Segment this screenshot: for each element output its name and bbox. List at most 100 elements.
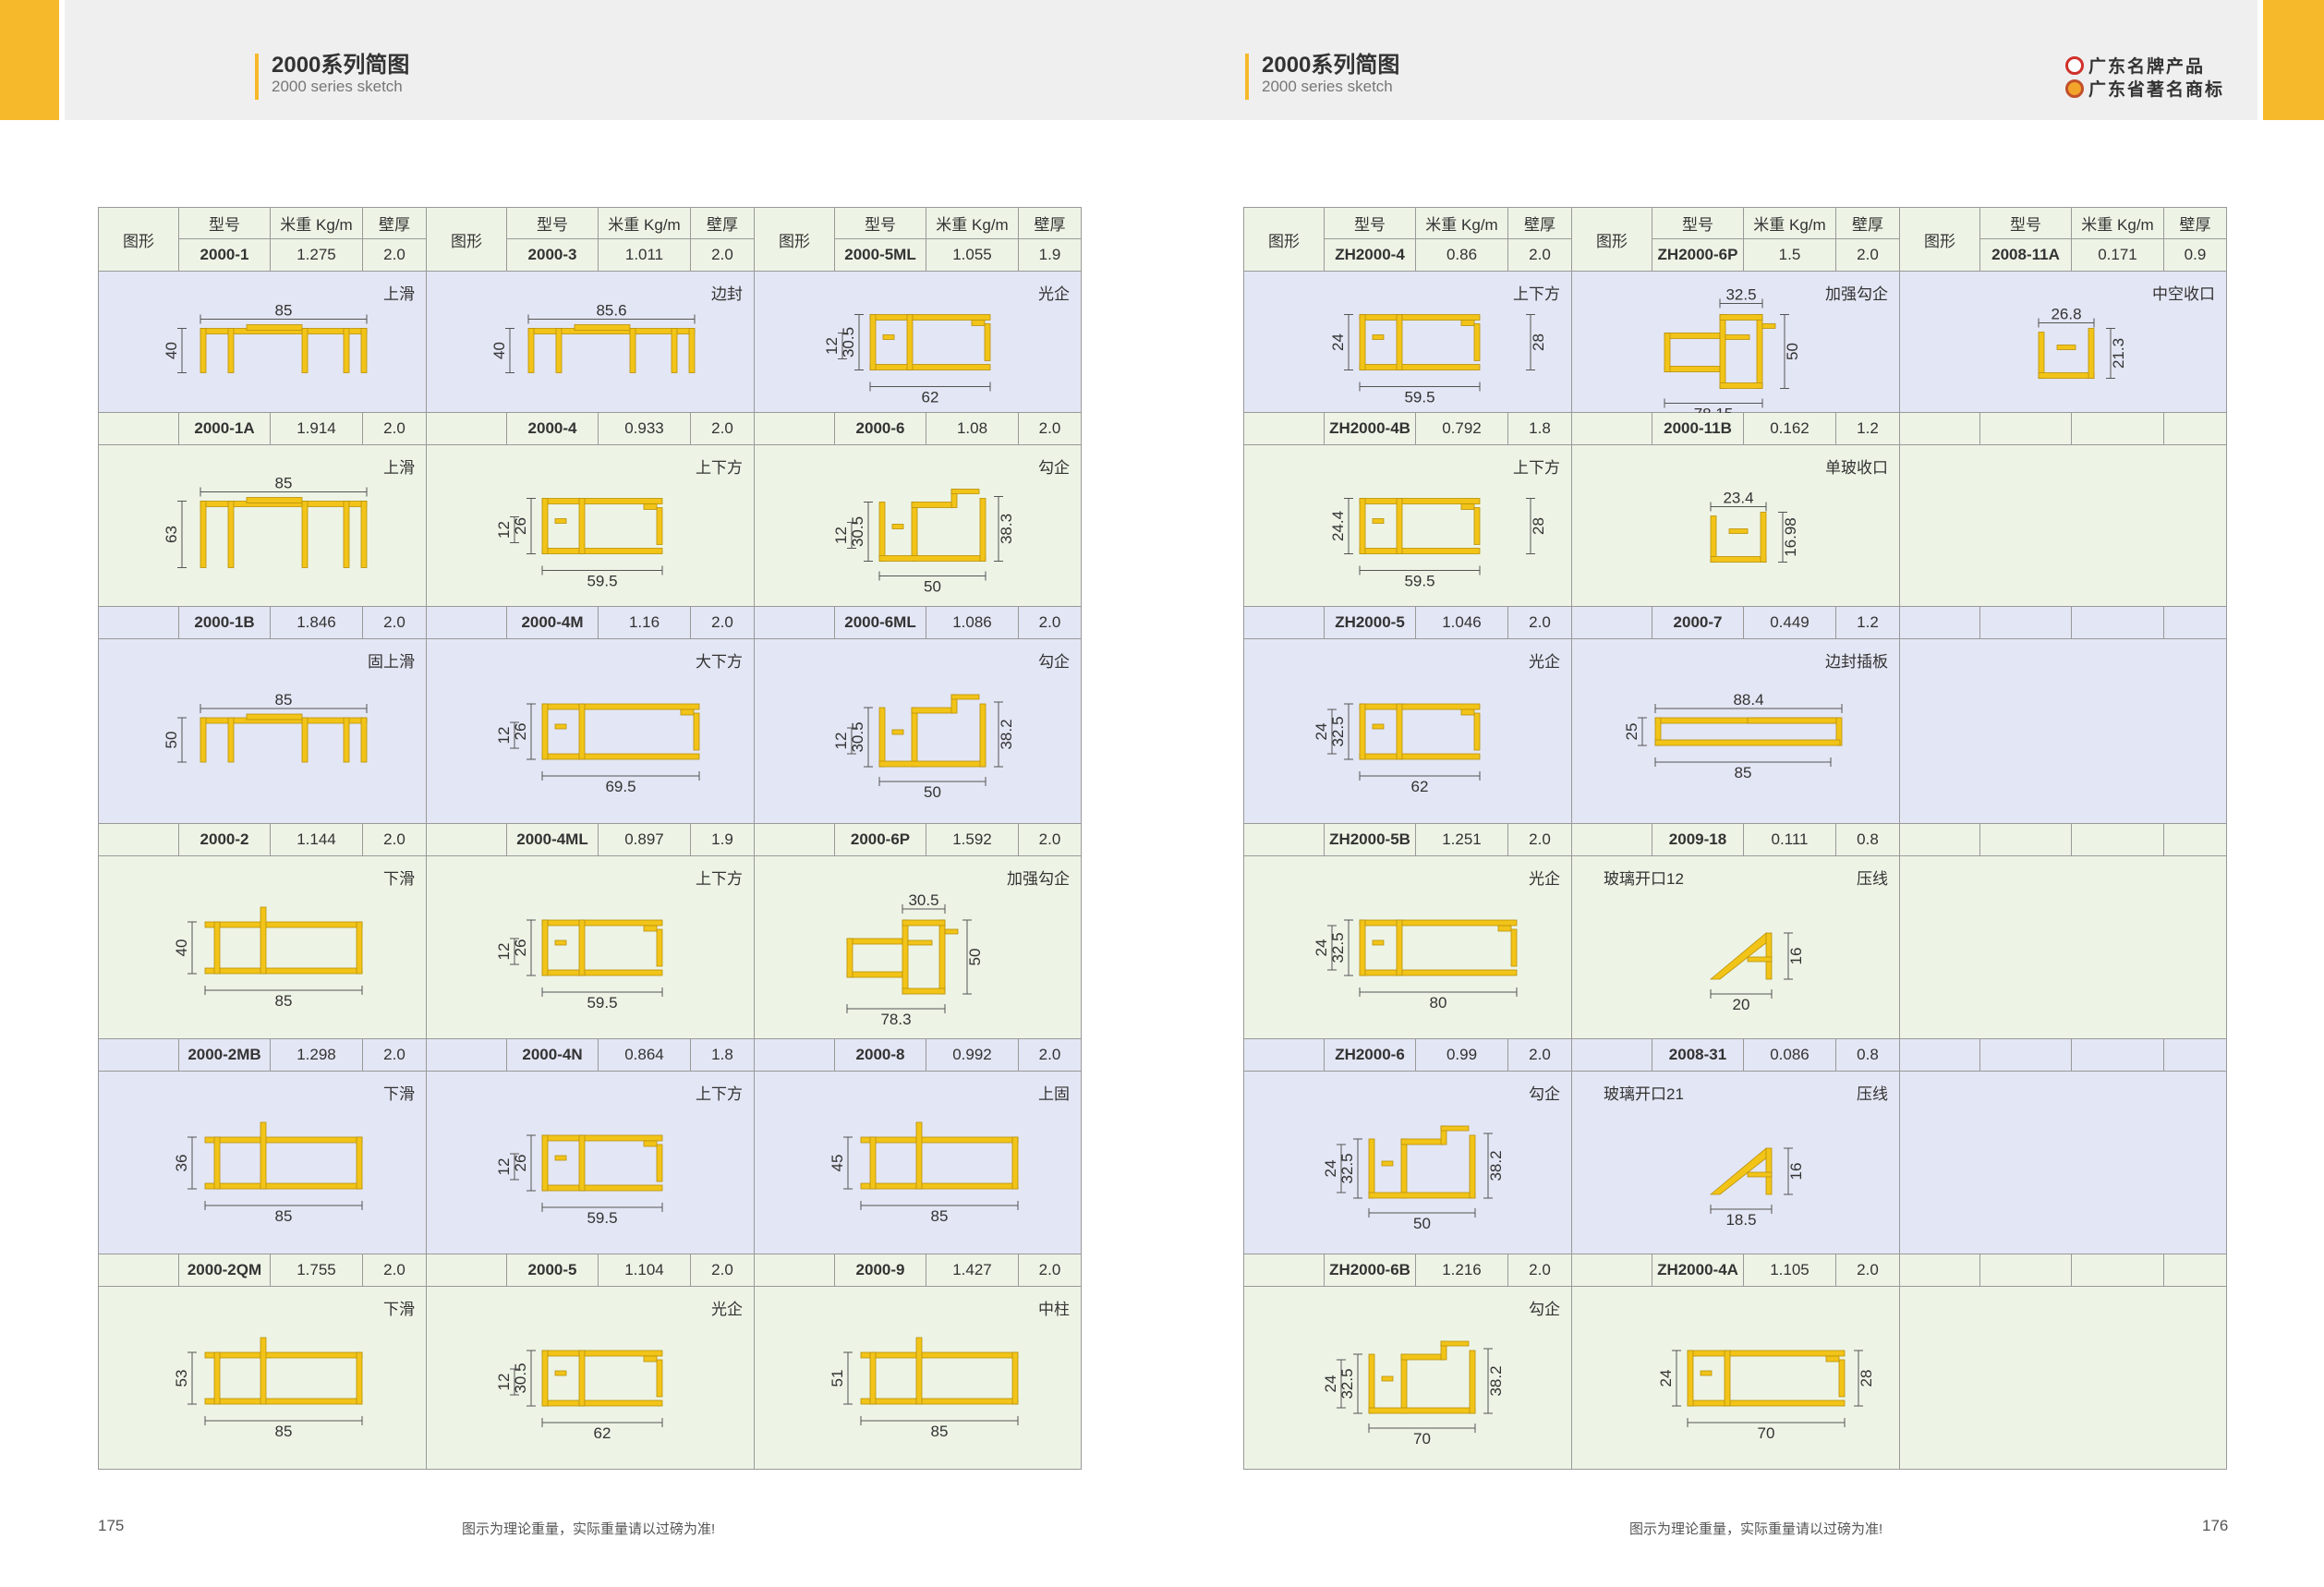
profile-wall: 1.2 — [1835, 606, 1900, 639]
blank-cell — [1571, 1254, 1652, 1287]
profile-segment — [541, 1134, 663, 1142]
profile-wall: 2.0 — [362, 412, 427, 445]
profile-sketch: 62 32.524 — [1313, 703, 1481, 795]
profile-sketch-cell: 上滑 85 63 — [98, 444, 427, 607]
profile-segment — [1664, 366, 1721, 372]
profile-caption: 勾企 — [1038, 459, 1070, 477]
dimension-label: 28 — [1530, 517, 1547, 535]
profile-segment — [2056, 345, 2076, 350]
dimension-label: 38.2 — [1487, 1150, 1505, 1181]
profile-segment — [541, 548, 663, 554]
profile-sketch: 38.2 70 32.524 — [1322, 1340, 1505, 1448]
profile-code: ZH2000-4B — [1324, 412, 1416, 445]
dimension-label: 85 — [275, 1207, 293, 1225]
profile-segment — [643, 925, 658, 932]
profile-sketch-cell: 上滑 85 40 — [98, 271, 427, 413]
profile-segment — [1725, 334, 1750, 340]
dimension-label: 24 — [1313, 939, 1330, 957]
blank-cell — [1899, 823, 1980, 856]
left-footnote: 图示为理论重量，实际重量请以过磅为准! — [462, 1521, 716, 1537]
dimension-label: 59.5 — [587, 573, 617, 590]
profile-segment — [1460, 503, 1475, 510]
dimension-label: 59.5 — [1404, 573, 1434, 590]
profile-sketch — [1900, 445, 2226, 607]
dimension-label: 24 — [1313, 723, 1330, 741]
profile-caption: 上下方 — [696, 459, 743, 477]
profile-segment — [656, 1144, 663, 1182]
profile-sketch: 16 18.5 — [1709, 1147, 1805, 1229]
profile-segment — [343, 328, 350, 373]
profile-wall: 2.0 — [1507, 1038, 1572, 1072]
brand-row-2: 广东省著名商标 — [2064, 77, 2224, 100]
profile-segment — [204, 1136, 363, 1144]
weight-header: 米重 Kg/m — [926, 207, 1019, 239]
dimension-label: 24 — [1657, 1370, 1675, 1387]
profile-segment — [578, 498, 586, 554]
profile-weight: 1.298 — [270, 1038, 363, 1072]
profile-sketch: 85 50 — [163, 691, 368, 763]
profile-caption: 中空收口 — [2152, 285, 2215, 303]
profile-segment — [860, 1182, 1019, 1190]
profile-segment — [688, 328, 696, 373]
profile-segment — [693, 712, 700, 751]
profile-segment — [1760, 512, 1767, 563]
blank-cell — [1571, 1038, 1652, 1072]
profile-segment — [260, 1337, 267, 1405]
profile-segment — [554, 1370, 567, 1376]
profile-weight: 0.86 — [1415, 238, 1508, 272]
dimension-label: 70 — [1758, 1424, 1775, 1442]
profile-segment — [227, 717, 235, 763]
profile-wall: 2.0 — [362, 238, 427, 272]
profile-sketch-cell: 中空收口 26.8 21.3 — [1899, 271, 2227, 413]
profile-segment — [656, 507, 663, 545]
profile-wall: 2.0 — [1018, 823, 1082, 856]
profile-segment — [846, 971, 903, 978]
profile-segment — [1469, 1350, 1476, 1414]
profile-segment — [1700, 1370, 1713, 1376]
dimension-label: 26 — [512, 517, 529, 535]
profile-segment — [1396, 314, 1403, 370]
weight-header: 米重 Kg/m — [598, 207, 691, 239]
profile-segment — [1368, 1192, 1476, 1199]
profile-weight — [2071, 1038, 2164, 1072]
dimension-label: 85 — [275, 475, 293, 492]
dimension-label: 85 — [275, 992, 293, 1010]
profile-sketch-cell: 压线 玻璃开口21 16 18.5 — [1571, 1071, 1900, 1254]
profile-segment — [1359, 703, 1481, 710]
profile-caption: 边封插板 — [1825, 653, 1888, 671]
profile-segment — [1396, 919, 1403, 976]
dimension-label: 24.4 — [1329, 511, 1347, 541]
profile-caption: 勾企 — [1529, 1301, 1560, 1318]
profile-caption: 光企 — [1529, 653, 1560, 671]
model-header: 型号 — [506, 207, 599, 239]
profile-segment — [1709, 932, 1773, 980]
profile-weight: 0.897 — [598, 823, 691, 856]
dimension-label: 24 — [1329, 333, 1347, 351]
tab-separator — [2257, 0, 2263, 120]
profile-weight: 1.216 — [1415, 1254, 1508, 1287]
left-page-title: 2000系列简图 — [272, 53, 410, 78]
profile-segment — [906, 314, 914, 370]
profile-segment — [1765, 932, 1773, 980]
profile-code: 2000-9 — [834, 1254, 926, 1287]
profile-sketch: 85 63 — [163, 475, 368, 568]
dimension-label: 32.5 — [1338, 1153, 1356, 1183]
profile-caption: 光企 — [1529, 870, 1560, 888]
profile-weight: 0.792 — [1415, 412, 1508, 445]
left-profile-table: 图形 型号 米重 Kg/m 壁厚 图形 型号 米重 Kg/m 壁厚 图形 型号 米重 Kg/m 壁厚 2… — [98, 207, 1082, 1470]
dimension-label: 28 — [1858, 1370, 1875, 1387]
profile-segment — [1381, 1375, 1394, 1382]
profile-code: 2000-6 — [834, 412, 926, 445]
blank-cell — [98, 606, 179, 639]
famous-brand-icon — [2064, 55, 2084, 75]
profile-segment — [260, 1121, 267, 1190]
shape-column-label: 图形 — [1899, 207, 1980, 272]
profile-sketch: 23.4 16.98 — [1710, 490, 1799, 563]
profile-sketch — [1900, 1287, 2226, 1470]
dimension-label: 50 — [924, 578, 941, 596]
profile-sketch-cell: 中柱 85 51 — [754, 1286, 1082, 1470]
profile-caption: 边封 — [711, 285, 743, 303]
tab-separator — [59, 0, 65, 120]
blank-cell — [754, 1254, 835, 1287]
